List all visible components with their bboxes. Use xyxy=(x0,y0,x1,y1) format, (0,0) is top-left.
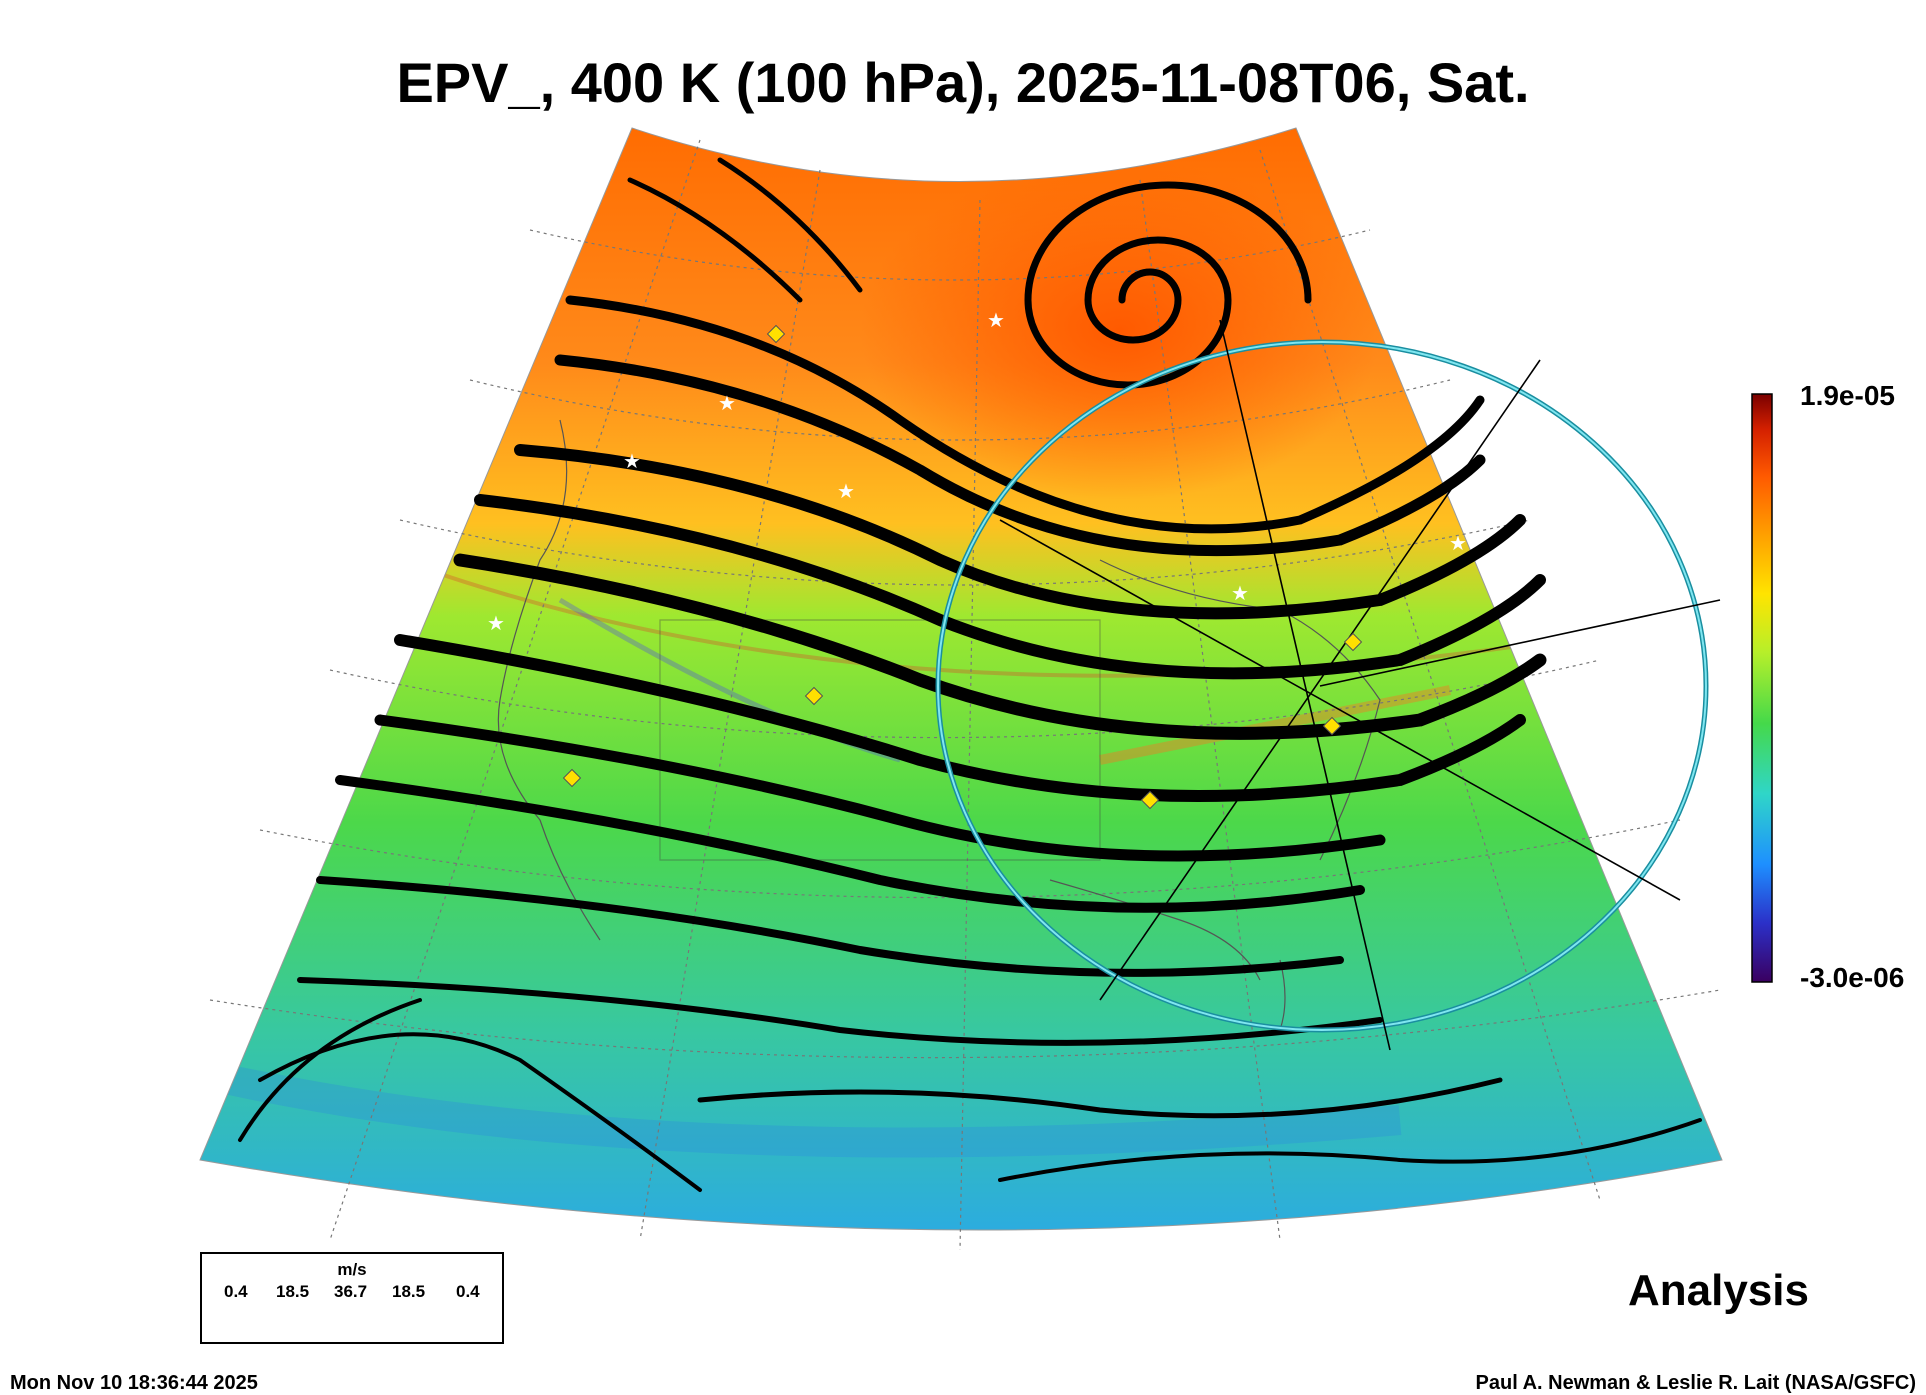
marker-diamond xyxy=(562,768,582,788)
marker-star: ★ xyxy=(487,613,505,635)
legend-value: 18.5 xyxy=(276,1282,310,1301)
colorbar xyxy=(1751,393,1773,983)
marker-diamond xyxy=(804,686,824,706)
cross-section-lines xyxy=(999,319,1721,1051)
marker-diamond xyxy=(1343,632,1363,652)
panel-label: Analysis xyxy=(1628,1266,1809,1315)
marker-diamond xyxy=(1322,716,1342,736)
colorbar-max-label: 1.9e-05 xyxy=(1800,380,1895,411)
marker-diamond xyxy=(766,324,786,344)
marker-star: ★ xyxy=(987,310,1005,332)
map-title: EPV_, 400 K (100 hPa), 2025-11-08T06, Sa… xyxy=(396,51,1530,114)
colorbar-min-label: -3.0e-06 xyxy=(1800,962,1905,993)
wind-speed-legend: m/s 0.4 18.5 36.7 18.5 0.4 xyxy=(200,1252,504,1344)
station-markers: ★ ★ ★ ★ ★ ★ ★ xyxy=(487,310,1467,810)
marker-diamond xyxy=(1140,790,1160,810)
legend-value: 18.5 xyxy=(392,1282,426,1301)
wind-streamlines xyxy=(238,157,1702,1192)
marker-star: ★ xyxy=(1231,583,1249,605)
marker-star: ★ xyxy=(623,451,641,473)
marker-star: ★ xyxy=(1449,533,1467,555)
credit: Paul A. Newman & Leslie R. Lait (NASA/GS… xyxy=(1475,1372,1916,1394)
marker-star: ★ xyxy=(837,481,855,503)
legend-unit: m/s xyxy=(337,1260,367,1279)
map-boundary xyxy=(199,127,1723,1231)
timestamp: Mon Nov 10 18:36:44 2025 xyxy=(10,1372,258,1394)
analysis-circle xyxy=(935,339,1709,1033)
marker-star: ★ xyxy=(718,393,736,415)
legend-value: 0.4 xyxy=(456,1282,480,1301)
legend-value: 0.4 xyxy=(224,1282,248,1301)
legend-value: 36.7 xyxy=(334,1282,368,1301)
